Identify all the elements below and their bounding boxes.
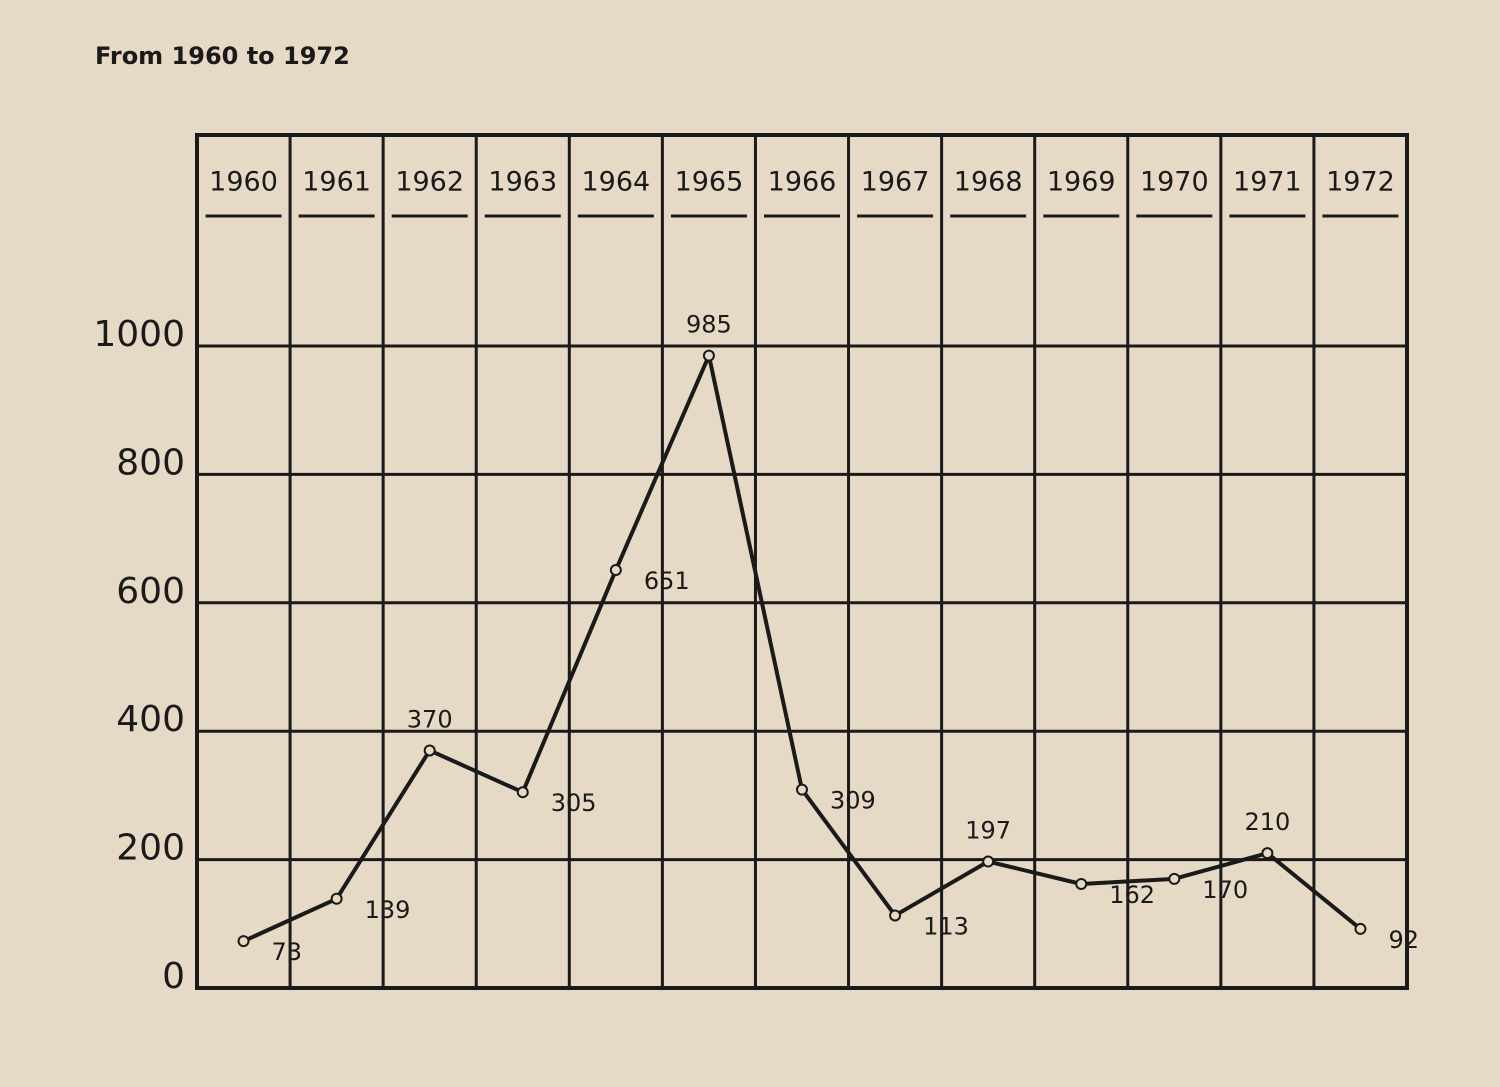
data-point xyxy=(330,892,343,905)
x-tick-label: 1960 xyxy=(209,167,278,198)
y-tick-label: 800 xyxy=(116,442,185,483)
value-label: 113 xyxy=(923,912,969,940)
y-tick-label: 1000 xyxy=(93,314,185,355)
x-tick-label: 1963 xyxy=(488,167,557,198)
data-point xyxy=(609,564,622,577)
value-label: 92 xyxy=(1388,926,1419,954)
value-label: 139 xyxy=(365,896,411,924)
x-tick-label: 1970 xyxy=(1140,167,1209,198)
data-point xyxy=(982,855,995,868)
x-tick-label: 1967 xyxy=(861,167,930,198)
x-tick-label: 1971 xyxy=(1233,167,1302,198)
x-tick-label: 1964 xyxy=(581,167,650,198)
value-label: 370 xyxy=(407,705,453,733)
data-point xyxy=(796,783,808,796)
data-point xyxy=(1075,877,1088,890)
y-tick-label: 600 xyxy=(116,571,185,612)
value-label: 985 xyxy=(686,311,732,339)
data-point xyxy=(1168,872,1181,885)
x-tick-label: 1966 xyxy=(768,167,837,198)
value-label: 651 xyxy=(644,567,690,595)
value-label: 170 xyxy=(1202,876,1248,904)
value-label: 309 xyxy=(830,787,876,815)
value-label: 73 xyxy=(272,938,303,966)
x-tick-label: 1968 xyxy=(954,167,1023,198)
value-label: 305 xyxy=(551,789,597,817)
x-tick-label: 1965 xyxy=(675,167,744,198)
y-tick-label: 400 xyxy=(116,699,185,740)
data-point xyxy=(702,349,715,362)
data-point xyxy=(516,786,529,799)
value-label: 210 xyxy=(1244,808,1290,836)
x-tick-label: 1969 xyxy=(1047,167,1116,198)
x-tick-label: 1972 xyxy=(1326,167,1395,198)
y-tick-label: 200 xyxy=(116,828,185,869)
plot-frame xyxy=(195,133,1409,990)
x-tick-label: 1962 xyxy=(395,167,464,198)
value-label: 197 xyxy=(965,817,1011,845)
y-tick-label: 0 xyxy=(162,956,185,997)
data-point xyxy=(237,935,250,948)
chart-title: From 1960 to 1972 xyxy=(95,42,350,70)
data-point xyxy=(1261,847,1274,860)
x-tick-label: 1961 xyxy=(302,167,371,198)
data-point xyxy=(889,909,902,922)
data-point xyxy=(1354,922,1367,935)
data-point xyxy=(423,744,436,757)
value-label: 162 xyxy=(1109,881,1155,909)
